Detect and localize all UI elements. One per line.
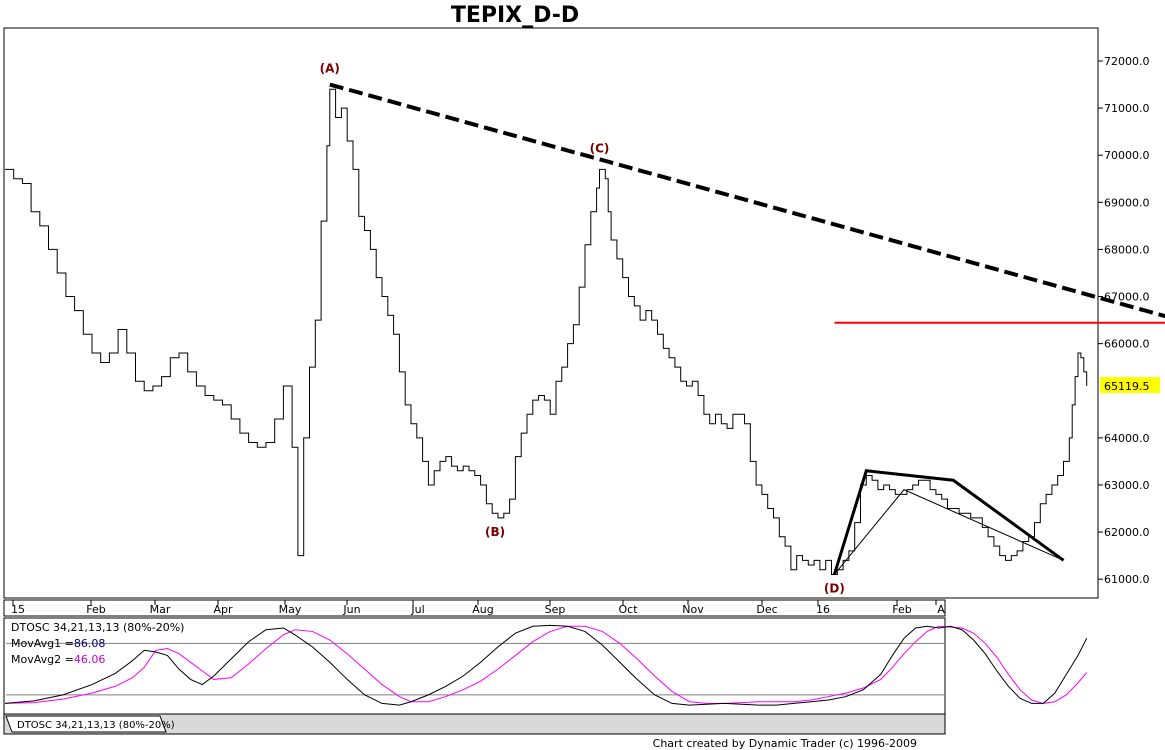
- last-price-highlight: [1100, 377, 1160, 394]
- oscillator-panel: [3, 617, 946, 715]
- oscillator-label: DTOSC 34,21,13,13 (80%-20%): [11, 621, 184, 634]
- movavg1-label: MovAvg1 =86.08: [11, 637, 105, 650]
- movavg1-line: [4, 624, 1088, 706]
- x-tick-label: Apr: [213, 603, 233, 616]
- x-tick-label: Jun: [342, 603, 360, 616]
- x-tick-label: A: [937, 603, 945, 616]
- y-tick-label: 72000.0: [1104, 55, 1150, 68]
- y-tick-label: 66000.0: [1104, 338, 1150, 351]
- oscillator-tab-label[interactable]: DTOSC 34,21,13,13 (80%-20%): [17, 720, 175, 731]
- x-tick-label: Nov: [682, 603, 704, 616]
- y-axis-ticks: 72000.0 71000.0 70000.0 69000.0 68000.0 67000…: [1098, 55, 1150, 586]
- x-tick-label: Feb: [86, 603, 105, 616]
- y-tick-label: 71000.0: [1104, 102, 1150, 115]
- movavg1-value: 86.08: [74, 637, 106, 650]
- wave-label: (C): [590, 142, 610, 156]
- last-price-label: 65119.5: [1104, 380, 1150, 393]
- movavg1-name: MovAvg1 =: [11, 637, 74, 650]
- pattern-thick-line: [832, 469, 1065, 575]
- y-tick-label: 63000.0: [1104, 479, 1150, 492]
- y-tick-label: 62000.0: [1104, 526, 1150, 539]
- x-tick-label: May: [279, 603, 302, 616]
- movavg2-name: MovAvg2 =: [11, 653, 74, 666]
- chart-title: TEPIX_D-D: [451, 3, 579, 28]
- price-line: [5, 88, 1088, 575]
- wave-label: (D): [824, 581, 845, 595]
- x-tick-label: Oct: [618, 603, 638, 616]
- oscillator-tab[interactable]: [5, 715, 167, 733]
- y-tick-label: 70000.0: [1104, 149, 1150, 162]
- movavg2-value: 46.06: [74, 653, 106, 666]
- x-tick-label: Dec: [756, 603, 777, 616]
- chart-credit: Chart created by Dynamic Trader (c) 1996…: [653, 737, 917, 750]
- y-tick-label: 61000.0: [1104, 573, 1150, 586]
- movavg2-label: MovAvg2 =46.06: [11, 653, 105, 666]
- x-tick-label: Aug: [472, 603, 493, 616]
- price-series: [5, 88, 1088, 575]
- panel-scrollbar[interactable]: [3, 713, 946, 735]
- x-tick-label: Mar: [150, 603, 171, 616]
- wave-label: (A): [320, 62, 340, 76]
- x-tick-label: Sep: [545, 603, 566, 616]
- x-tick-label: 16: [816, 603, 830, 616]
- y-tick-label: 67000.0: [1104, 291, 1150, 304]
- x-tick-label: Feb: [892, 603, 911, 616]
- y-tick-label: 64000.0: [1104, 432, 1150, 445]
- wave-label: (B): [485, 525, 505, 539]
- price-panel: [3, 27, 1099, 599]
- trendline: [329, 82, 1165, 319]
- x-axis-ticks: 15 Feb Mar Apr May Jun Jul Aug Sep Oct Nov Dec 16 Feb…: [11, 600, 945, 616]
- y-tick-label: 68000.0: [1104, 243, 1150, 256]
- oscillator-series: [4, 624, 1088, 706]
- date-axis: [3, 599, 946, 617]
- x-tick-label: Jul: [410, 603, 424, 616]
- pattern-thin-line: [834, 489, 1064, 575]
- overlays: 66443.9 Ret 0.618(A)(B)(C)(D)65119.5: [320, 62, 1165, 595]
- harmonic-pattern: [832, 469, 1065, 575]
- y-tick-label: 69000.0: [1104, 196, 1150, 209]
- x-tick-label: 15: [11, 603, 25, 616]
